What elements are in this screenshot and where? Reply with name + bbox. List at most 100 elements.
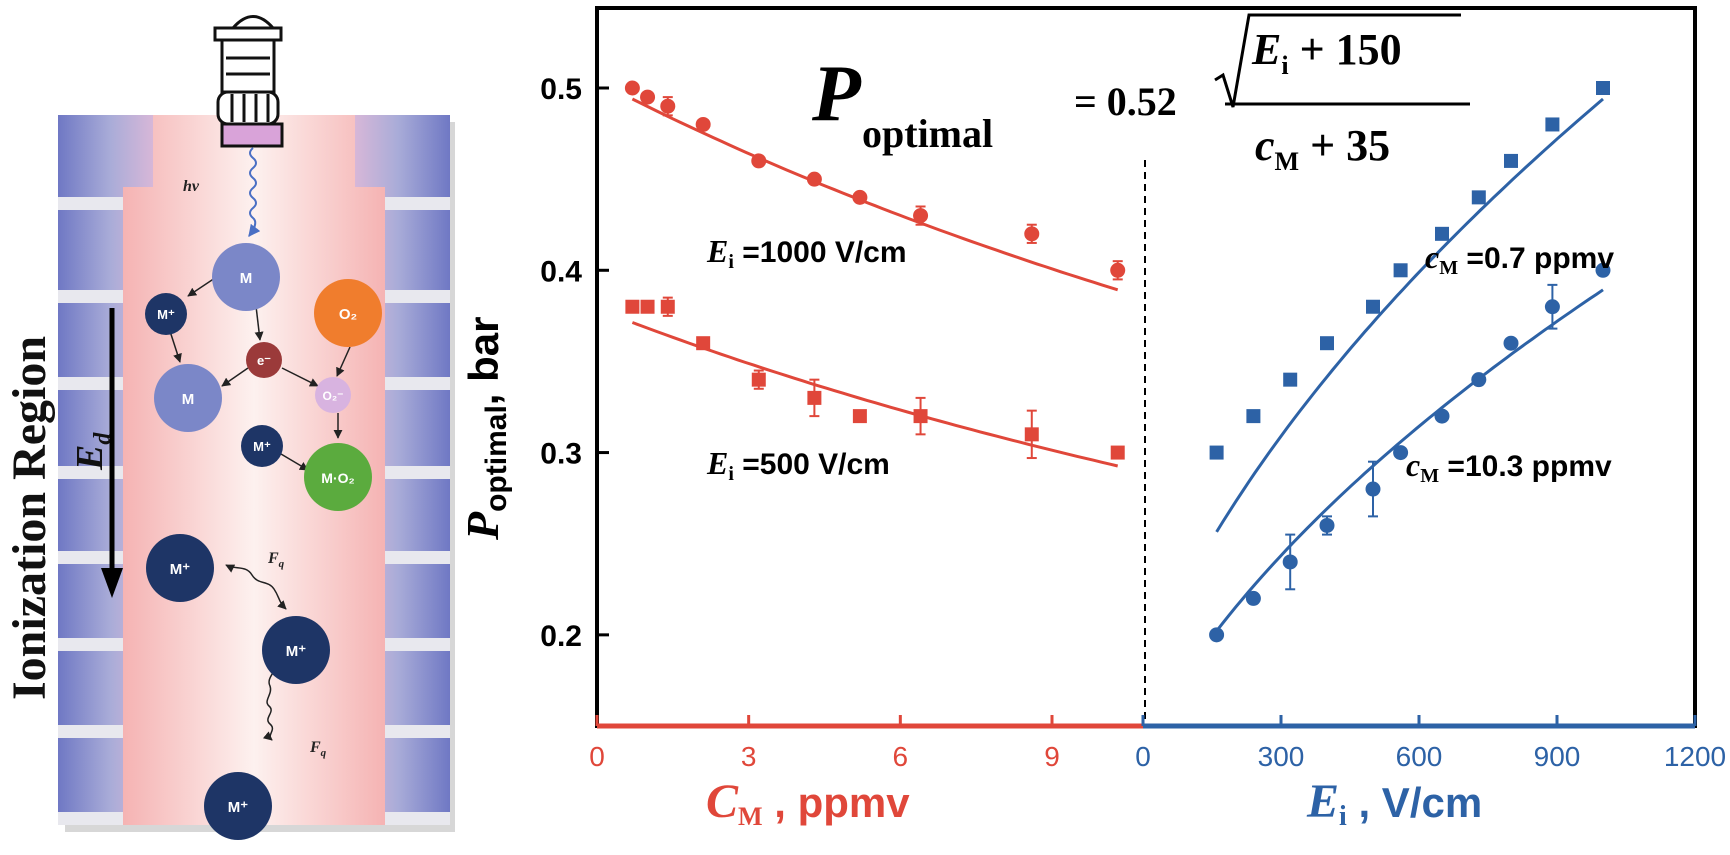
x-axis-left-label: CM , ppmv (706, 775, 910, 831)
data-point (660, 299, 675, 314)
field-label: Ed (69, 432, 116, 471)
chart: 0.2 0.3 0.4 0.5 0 3 6 9 0 300 600 900 1200 Poptima… (457, 6, 1726, 832)
data-point (640, 89, 656, 105)
svg-text:M⁺: M⁺ (170, 561, 190, 578)
y-axis-label: Poptimal, bar (457, 317, 513, 541)
data-point (1319, 517, 1335, 533)
svg-text:M⁺: M⁺ (157, 307, 175, 322)
ionization-schematic: hv Ionization Region Ed M (3, 15, 455, 840)
data-point (1024, 226, 1040, 242)
data-point (1110, 445, 1125, 460)
data-point (660, 98, 676, 114)
x-tick-label: 6 (893, 741, 909, 772)
data-point (806, 171, 822, 187)
svg-text:M⁺: M⁺ (286, 643, 306, 660)
force-label-2: Fq (309, 739, 327, 759)
field-arrow-head (101, 568, 123, 598)
svg-text:optimal: optimal (862, 111, 993, 156)
species-electron: e⁻ (246, 342, 282, 378)
data-point (625, 299, 640, 314)
x-tick-label: 3 (741, 741, 757, 772)
region-label: Ionization Region (3, 336, 56, 700)
x-tick-label: 9 (1044, 741, 1060, 772)
svg-text:M: M (240, 270, 253, 287)
data-point (1503, 335, 1519, 351)
data-point (807, 390, 822, 405)
formula: P optimal = 0.52 Ei + 150 cM + 35 (811, 13, 1470, 176)
data-points (624, 80, 1611, 643)
y-tick-label: 0.4 (540, 255, 582, 288)
data-point (913, 409, 928, 424)
data-point (1320, 336, 1334, 351)
data-point (1366, 299, 1380, 314)
species-m-plus-3: M⁺ (146, 534, 214, 602)
data-point (751, 372, 766, 387)
y-axis-ticks: 0.2 0.3 0.4 0.5 (540, 73, 609, 653)
species-m-o2: M·O₂ (304, 443, 372, 511)
data-point (1595, 262, 1611, 278)
data-point (852, 409, 867, 424)
data-point (1365, 481, 1381, 497)
species-m-mid: M (154, 364, 222, 432)
uv-lamp-icon (213, 15, 284, 148)
svg-text:e⁻: e⁻ (257, 353, 271, 368)
data-point (1471, 372, 1487, 388)
species-m-plus-2: M⁺ (241, 425, 283, 467)
fit-curve (631, 321, 1119, 468)
y-tick-label: 0.2 (540, 620, 582, 653)
svg-text:O₂⁻: O₂⁻ (323, 389, 344, 403)
data-point (640, 299, 655, 314)
data-point (1545, 117, 1560, 132)
data-point (1246, 409, 1261, 424)
y-tick-label: 0.3 (540, 438, 582, 471)
x-tick-label: 0 (1135, 741, 1151, 772)
data-point (1393, 445, 1409, 461)
data-point (1282, 554, 1298, 570)
data-point (1283, 372, 1298, 387)
force-label-1: Fq (267, 550, 285, 570)
svg-text:P: P (811, 50, 862, 138)
x-axis-left-ticks: 0 3 6 9 (589, 715, 1060, 772)
species-m-plus-4: M⁺ (262, 616, 330, 684)
svg-text:M⁺: M⁺ (253, 439, 271, 454)
species-m-plus-1: M⁺ (145, 293, 187, 335)
data-point (1596, 81, 1610, 95)
x-tick-label: 0 (589, 741, 605, 772)
y-tick-label: 0.5 (540, 73, 582, 106)
fit-curve (1215, 97, 1604, 533)
annotation-cm-103: cM =10.3 ppmv (1406, 447, 1612, 487)
hv-label: hv (183, 178, 200, 195)
fit-curves (631, 97, 1604, 632)
svg-text:O₂: O₂ (339, 306, 357, 323)
data-point (1393, 263, 1408, 278)
data-point (751, 153, 767, 169)
data-point (1024, 427, 1039, 442)
data-point (1209, 627, 1225, 643)
svg-text:M: M (182, 391, 195, 408)
data-point (1544, 299, 1560, 315)
data-point (1110, 262, 1126, 278)
species-m-plus-5: M⁺ (204, 772, 272, 840)
x-axis-right-ticks: 0 300 600 900 1200 (1135, 715, 1726, 772)
svg-text:cM + 35: cM + 35 (1255, 121, 1390, 176)
data-point (1434, 408, 1450, 424)
data-point (696, 336, 711, 351)
x-axis-right-label: Ei , V/cm (1306, 775, 1482, 832)
data-point (913, 208, 929, 224)
data-point (1504, 153, 1518, 168)
data-point (852, 189, 868, 205)
x-tick-label: 1200 (1664, 741, 1726, 772)
data-point (1209, 445, 1224, 460)
data-point (1435, 226, 1449, 241)
data-point (695, 116, 711, 132)
annotation-ei-1000: Ei =1000 V/cm (706, 233, 907, 273)
annotation-cm-07: cM =0.7 ppmv (1425, 239, 1614, 279)
annotation-ei-500: Ei =500 V/cm (706, 445, 890, 485)
electrode-rings (58, 197, 450, 825)
svg-text:Ei + 150: Ei + 150 (1251, 25, 1402, 80)
fit-curve (631, 97, 1119, 292)
data-point (1471, 190, 1486, 205)
x-tick-label: 600 (1396, 741, 1443, 772)
reaction-arrows (167, 277, 351, 741)
